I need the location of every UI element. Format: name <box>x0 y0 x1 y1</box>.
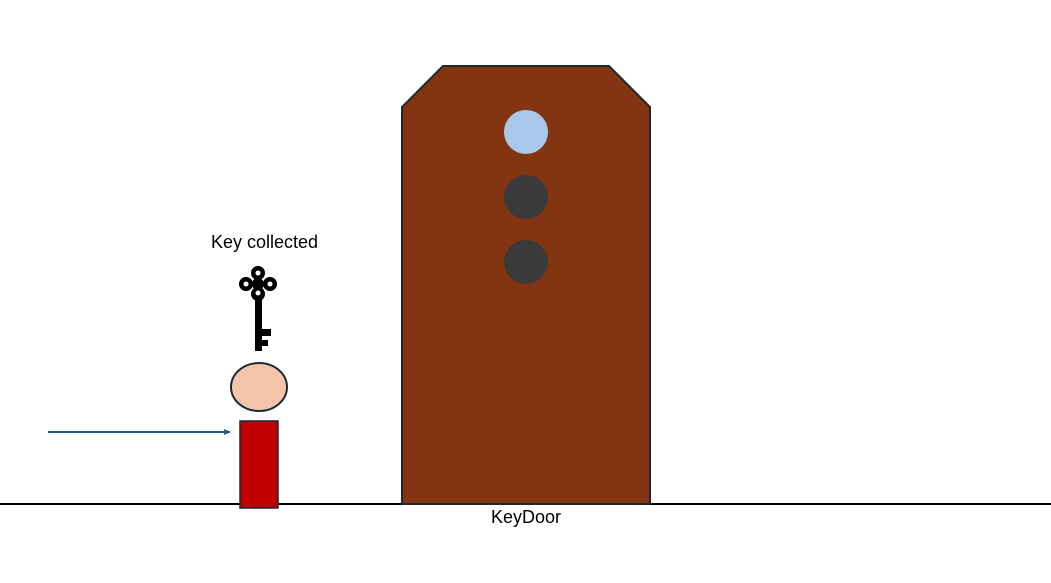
key-door[interactable] <box>401 65 651 505</box>
player-body <box>239 420 279 509</box>
player-head <box>230 362 288 412</box>
door-name-label: KeyDoor <box>490 507 562 527</box>
player-character[interactable] <box>230 362 288 509</box>
door-light-3 <box>504 240 548 284</box>
door-light-1 <box>504 110 548 154</box>
skeleton-key-icon <box>239 266 277 351</box>
door-light-2 <box>504 175 548 219</box>
key-status-label: Key collected <box>211 232 319 252</box>
